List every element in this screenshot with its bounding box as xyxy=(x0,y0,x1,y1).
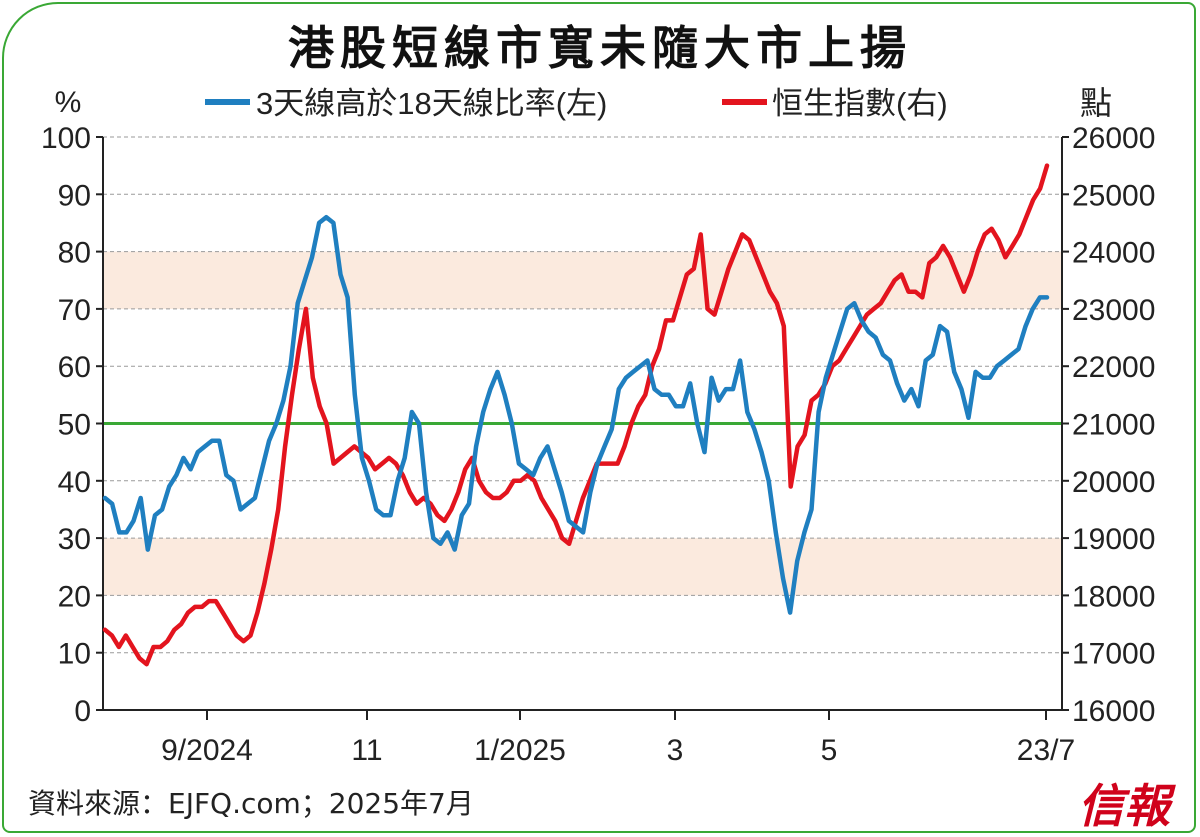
left-tick-label: 30 xyxy=(58,523,91,556)
left-tick-label: 70 xyxy=(58,294,91,327)
left-tick-label: 100 xyxy=(41,122,91,155)
right-tick-label: 18000 xyxy=(1072,580,1155,613)
right-axis-unit: 點 xyxy=(1080,85,1112,121)
legend-label-hsi: 恒生指數(右) xyxy=(772,86,948,121)
left-tick-label: 0 xyxy=(74,695,91,728)
right-tick-label: 24000 xyxy=(1072,237,1155,270)
left-tick-label: 20 xyxy=(58,580,91,613)
left-tick-label: 50 xyxy=(58,409,91,442)
source-note: 資料來源：EJFQ.com；2025年7月 xyxy=(28,787,474,820)
left-tick-label: 60 xyxy=(58,351,91,384)
left-tick-label: 40 xyxy=(58,466,91,499)
series-line-hsi xyxy=(102,163,1050,667)
right-tick-label: 16000 xyxy=(1072,695,1155,728)
left-tick-label: 90 xyxy=(58,179,91,212)
x-tick-label: 5 xyxy=(821,734,838,767)
right-tick-label: 21000 xyxy=(1072,409,1155,442)
shaded-band-0 xyxy=(103,538,1062,596)
right-tick-label: 20000 xyxy=(1072,466,1155,499)
right-tick-label: 25000 xyxy=(1072,179,1155,212)
x-tick-label: 9/2024 xyxy=(161,734,253,767)
legend-label-breadth: 3天線高於18天線比率(左) xyxy=(256,86,607,121)
left-tick-label: 10 xyxy=(58,638,91,671)
left-axis-unit: % xyxy=(55,86,82,119)
shaded-band-1 xyxy=(103,251,1062,309)
brand-logo: 信報 xyxy=(1078,779,1170,833)
right-tick-label: 22000 xyxy=(1072,351,1155,384)
chart-title: 港股短線市寬未隨大市上揚 xyxy=(288,21,912,75)
x-tick-label: 1/2025 xyxy=(474,734,566,767)
right-tick-label: 19000 xyxy=(1072,523,1155,556)
left-tick-label: 80 xyxy=(58,237,91,270)
x-tick-label: 23/7 xyxy=(1017,734,1075,767)
right-tick-label: 17000 xyxy=(1072,638,1155,671)
right-tick-label: 26000 xyxy=(1072,122,1155,155)
x-tick-label: 11 xyxy=(351,734,382,767)
series-line-breadth xyxy=(102,214,1050,615)
right-tick-label: 23000 xyxy=(1072,294,1155,327)
x-tick-label: 3 xyxy=(667,734,684,767)
